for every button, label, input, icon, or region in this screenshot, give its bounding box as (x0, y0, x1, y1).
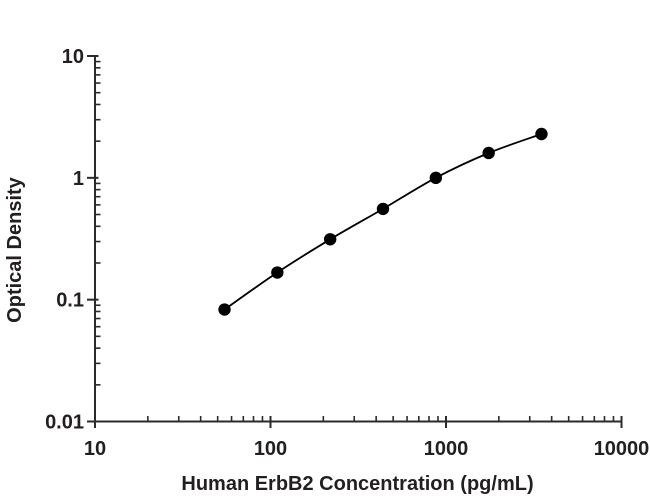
data-point (271, 266, 284, 279)
x-axis-title: Human ErbB2 Concentration (pg/mL) (181, 473, 534, 495)
y-tick-label: 0.1 (56, 290, 84, 312)
x-tick-label: 1000 (424, 438, 469, 460)
major-ticks (87, 55, 623, 428)
data-point (535, 127, 548, 141)
data-point (376, 202, 390, 216)
data-series (218, 127, 548, 316)
data-point (482, 146, 495, 160)
tick-labels: 10 100 1000 10000 0.01 0.1 1 10 (45, 46, 649, 460)
minor-ticks (95, 60, 615, 422)
y-tick-label: 1 (73, 168, 84, 190)
data-point (429, 171, 443, 185)
data-curve (223, 133, 542, 311)
x-tick-label: 10000 (594, 438, 650, 460)
y-tick-label: 0.01 (45, 412, 84, 434)
y-axis-title: Optical Density (4, 177, 26, 323)
x-tick-label: 10 (84, 438, 106, 460)
axes (94, 55, 623, 423)
y-tick-label: 10 (62, 46, 84, 68)
data-point (218, 303, 231, 316)
data-point (323, 233, 337, 246)
x-tick-label: 100 (254, 438, 287, 460)
